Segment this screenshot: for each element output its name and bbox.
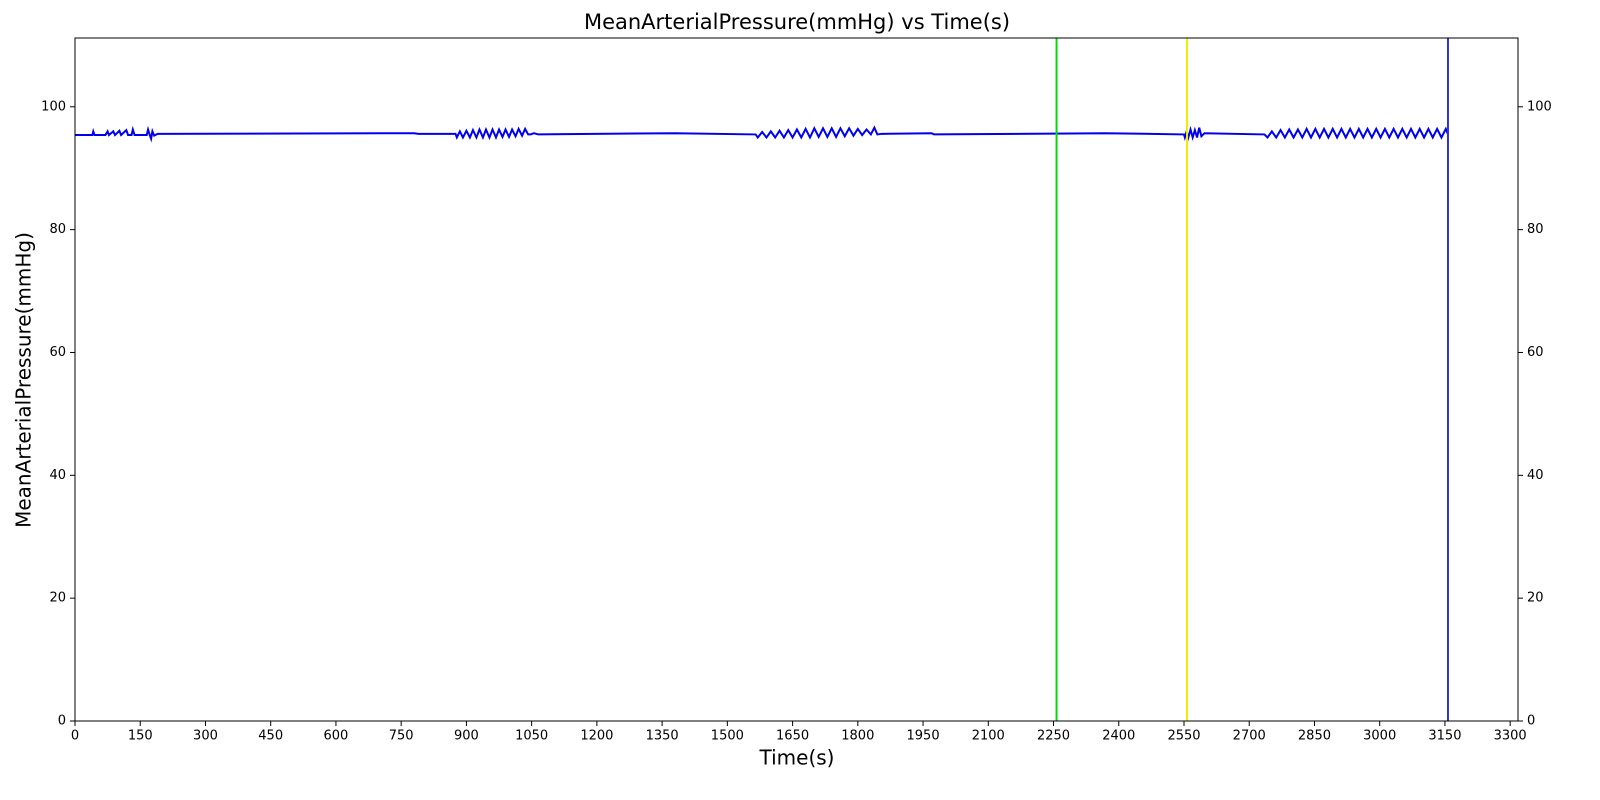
y-tick-label: 20	[49, 591, 66, 606]
x-tick-label: 900	[454, 729, 479, 744]
y-tick-label: 40	[49, 468, 66, 483]
x-axis-label: Time(s)	[759, 746, 835, 770]
x-tick-label: 750	[389, 729, 414, 744]
x-tick-label: 600	[324, 729, 349, 744]
x-tick-label: 0	[71, 729, 79, 744]
x-tick-label: 3000	[1363, 729, 1396, 744]
x-tick-label: 300	[193, 729, 218, 744]
x-tick-label: 150	[128, 729, 153, 744]
x-tick-label: 2550	[1167, 729, 1200, 744]
x-tick-label: 2250	[1037, 729, 1070, 744]
y-tick-label: 100	[41, 99, 66, 114]
x-tick-label: 2100	[972, 729, 1005, 744]
y2-tick-label: 0	[1527, 714, 1535, 729]
x-tick-label: 2400	[1102, 729, 1135, 744]
x-tick-label: 1800	[841, 729, 874, 744]
y2-tick-label: 100	[1527, 99, 1552, 114]
y-tick-label: 0	[58, 714, 66, 729]
x-tick-label: 1650	[776, 729, 809, 744]
x-tick-label: 450	[258, 729, 283, 744]
plot-frame	[74, 37, 1519, 722]
y2-tick-label: 60	[1527, 345, 1544, 360]
x-tick-label: 2850	[1298, 729, 1331, 744]
x-tick-label: 1050	[515, 729, 548, 744]
x-tick-label: 3300	[1494, 729, 1527, 744]
x-tick-label: 1950	[907, 729, 940, 744]
x-tick-label: 1500	[711, 729, 744, 744]
x-tick-label: 1350	[646, 729, 679, 744]
y-tick-label: 80	[49, 222, 66, 237]
data-line	[75, 125, 1449, 143]
x-tick-label: 2700	[1233, 729, 1266, 744]
y-tick-label: 60	[49, 345, 66, 360]
y2-tick-label: 40	[1527, 468, 1544, 483]
x-tick-label: 1200	[580, 729, 613, 744]
x-tick-label: 3150	[1428, 729, 1461, 744]
y2-tick-label: 80	[1527, 222, 1544, 237]
y2-tick-label: 20	[1527, 591, 1544, 606]
y-axis-label: MeanArterialPressure(mmHg)	[12, 232, 36, 528]
chart-title: MeanArterialPressure(mmHg) vs Time(s)	[584, 10, 1010, 34]
